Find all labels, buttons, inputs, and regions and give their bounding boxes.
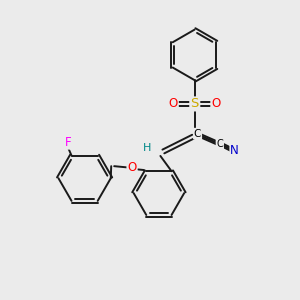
Text: O: O (169, 98, 178, 110)
Text: N: N (230, 144, 239, 157)
Text: C: C (194, 129, 201, 139)
Text: O: O (128, 161, 136, 174)
Text: H: H (143, 142, 151, 153)
Text: S: S (190, 98, 199, 110)
Text: F: F (65, 136, 72, 149)
Text: C: C (217, 139, 223, 149)
Text: O: O (212, 98, 220, 110)
